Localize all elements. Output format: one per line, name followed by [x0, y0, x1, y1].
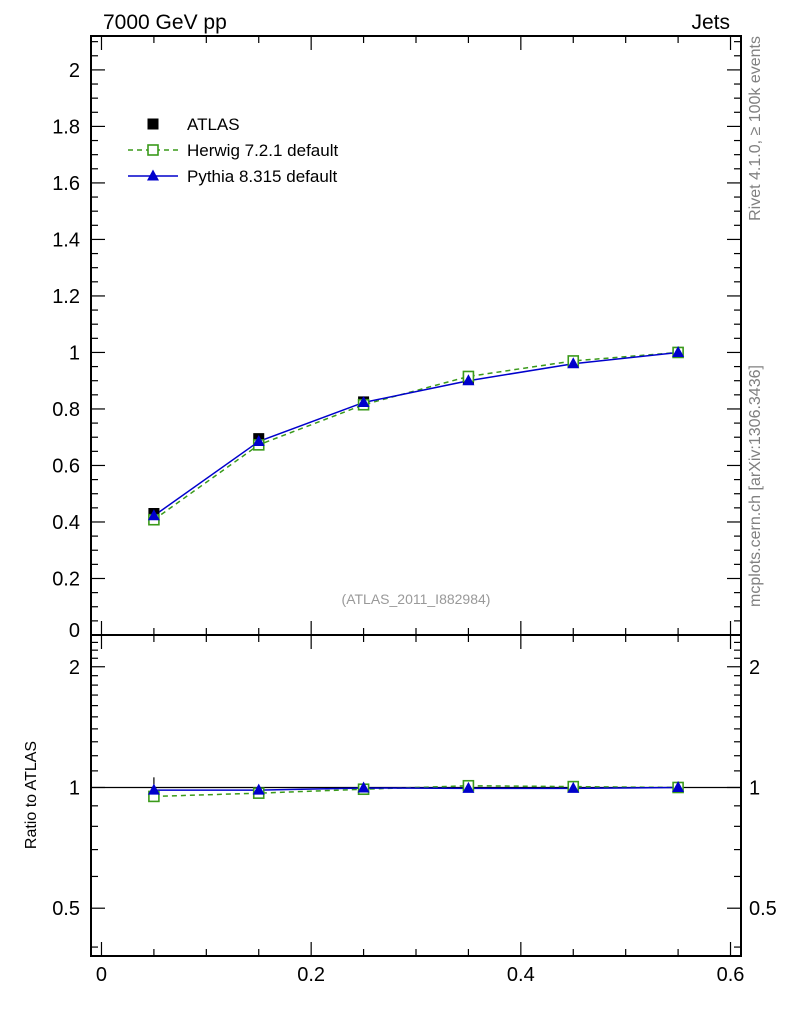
x-tick-label: 0.4 [507, 964, 535, 986]
legend-herwig-label: Herwig 7.2.1 default [187, 141, 338, 160]
pythia-data-point [567, 357, 580, 369]
ratio-y-tick-label-right: 2 [749, 657, 760, 679]
ratio-frame [90, 634, 742, 957]
ratio-y-tick-label-left: 2 [69, 657, 80, 679]
ratio-pythia-point [672, 780, 685, 792]
ratio-y-tick-label-right: 1 [749, 777, 760, 799]
y-tick-label: 0.2 [52, 568, 80, 590]
ratio-pythia-line [153, 786, 679, 791]
pythia-data-point [357, 395, 370, 407]
legend-herwig-marker [147, 144, 159, 156]
y-tick-label: 2 [69, 60, 80, 82]
ratio-pythia-point [357, 781, 370, 793]
x-tick-label: 0.6 [717, 964, 745, 986]
legend: ATLAS Herwig 7.2.1 default Pythia 8.315 de… [128, 115, 338, 186]
pythia-data-point [252, 434, 265, 446]
y-tick-label: 1.2 [52, 286, 80, 308]
y-tick-label: 1.8 [52, 116, 80, 138]
mcplots-source-label: mcplots.cern.ch [arXiv:1306.3436] [747, 365, 764, 607]
ratio-pythia-point [462, 781, 475, 793]
analysis-watermark: (ATLAS_2011_I882984) [342, 591, 491, 607]
x-tick-label: 0 [96, 964, 107, 986]
header-left-title: 7000 GeV pp [103, 11, 227, 34]
ratio-pythia-point [252, 783, 265, 795]
legend-pythia-marker [147, 169, 159, 181]
x-tick-label: 0.2 [297, 964, 325, 986]
legend-atlas-marker [147, 118, 159, 130]
y-tick-label: 0.8 [52, 399, 80, 421]
pythia-data-point [462, 374, 475, 386]
ratio-y-tick-label-left: 1 [69, 777, 80, 799]
ratio-panel: 0 0.2 0.4 0.6 0.5 0.5 1 1 2 2 Ratio to ATLAS [23, 634, 777, 986]
y-tick-label: 1.6 [52, 173, 80, 195]
pythia-data-point [672, 345, 685, 357]
ratio-y-tick-label-left: 0.5 [52, 898, 80, 920]
ratio-pythia-point [567, 781, 580, 793]
y-tick-label: 1 [69, 342, 80, 364]
header-right-title: Jets [691, 11, 730, 34]
main-panel: 0 0.2 0.4 0.6 0.8 1 1.2 1.4 1.6 1.8 2 (ATLAS_2011_I… [52, 35, 742, 642]
pythia-series-line [153, 351, 679, 517]
herwig-series-line [153, 351, 679, 521]
y-tick-label: 0 [69, 620, 80, 642]
pythia-data-point [147, 509, 160, 521]
ratio-y-axis-label: Ratio to ATLAS [23, 741, 40, 849]
y-tick-label: 1.4 [52, 229, 80, 251]
rivet-version-label: Rivet 4.1.0, ≥ 100k events [747, 36, 764, 221]
ratio-y-tick-label-right: 0.5 [749, 898, 777, 920]
legend-pythia-label: Pythia 8.315 default [187, 167, 338, 186]
y-tick-label: 0.4 [52, 512, 80, 534]
y-tick-label: 0.6 [52, 455, 80, 477]
ratio-pythia-point [147, 783, 160, 795]
legend-atlas-label: ATLAS [187, 115, 240, 134]
